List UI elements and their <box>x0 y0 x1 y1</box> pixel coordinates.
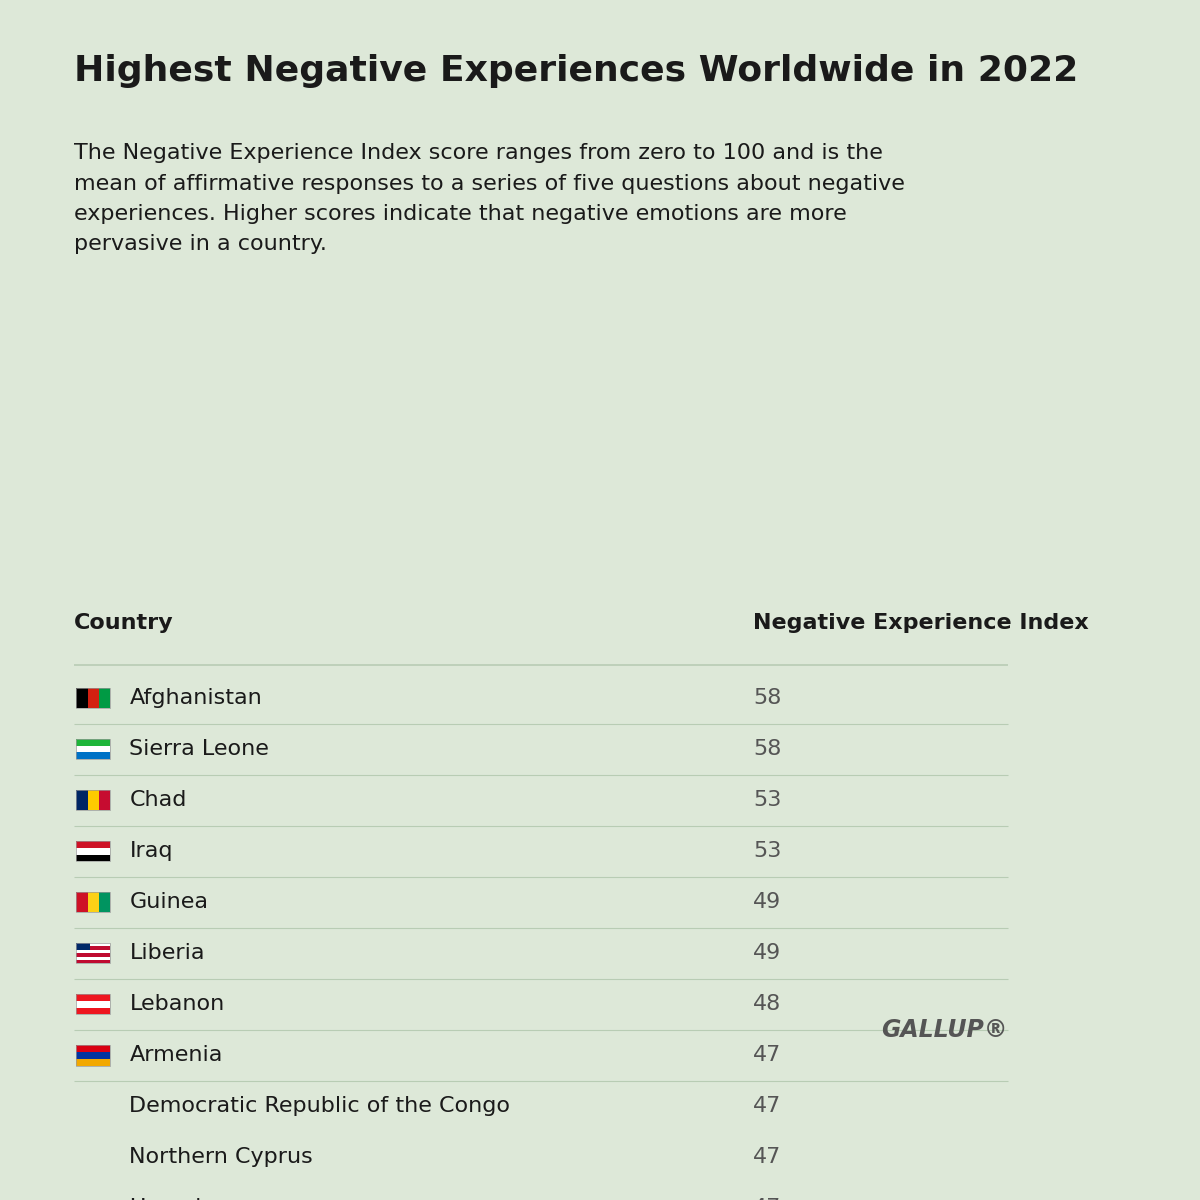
Text: 48: 48 <box>754 994 781 1014</box>
Text: Iraq: Iraq <box>130 841 173 862</box>
Text: Democratic Republic of the Congo: Democratic Republic of the Congo <box>130 1097 510 1116</box>
Bar <box>77 739 110 760</box>
Polygon shape <box>77 1096 91 1109</box>
Bar <box>77 1147 110 1168</box>
Text: 49: 49 <box>754 892 781 912</box>
Text: Chad: Chad <box>130 790 187 810</box>
Bar <box>77 790 110 810</box>
Bar <box>77 847 110 854</box>
Bar <box>77 943 90 949</box>
Bar <box>77 1096 110 1116</box>
Text: 53: 53 <box>754 841 781 862</box>
Bar <box>77 1058 110 1066</box>
Text: Country: Country <box>74 613 174 634</box>
Text: Afghanistan: Afghanistan <box>130 688 262 708</box>
Bar <box>77 943 110 947</box>
Bar <box>77 854 110 862</box>
Bar <box>77 790 88 810</box>
Bar <box>77 994 110 1014</box>
Bar <box>77 1096 110 1116</box>
Text: Lebanon: Lebanon <box>130 994 224 1014</box>
Bar <box>77 841 110 847</box>
Text: Uganda: Uganda <box>130 1199 215 1200</box>
Bar <box>77 956 110 960</box>
Bar <box>77 752 110 760</box>
Text: Northern Cyprus: Northern Cyprus <box>130 1147 313 1168</box>
Bar <box>77 1001 110 1008</box>
Text: Armenia: Armenia <box>130 1045 223 1066</box>
Bar <box>77 745 110 752</box>
Text: 53: 53 <box>754 790 781 810</box>
Bar <box>77 688 110 708</box>
Text: Highest Negative Experiences Worldwide in 2022: Highest Negative Experiences Worldwide i… <box>74 54 1079 89</box>
Bar <box>77 949 110 953</box>
Bar <box>77 1051 110 1058</box>
Bar <box>77 1008 110 1014</box>
Bar <box>77 994 110 1001</box>
Text: 47: 47 <box>754 1097 781 1116</box>
Bar <box>77 1045 110 1051</box>
Text: 49: 49 <box>754 943 781 964</box>
Bar <box>77 892 88 912</box>
Bar <box>86 1154 100 1162</box>
Text: The Negative Experience Index score ranges from zero to 100 and is the
mean of a: The Negative Experience Index score rang… <box>74 143 905 254</box>
Text: 47: 47 <box>754 1199 781 1200</box>
Bar <box>98 688 110 708</box>
Bar <box>88 892 98 912</box>
Bar <box>77 841 110 862</box>
Bar <box>77 1147 110 1168</box>
Text: 47: 47 <box>754 1045 781 1066</box>
Text: Liberia: Liberia <box>130 943 205 964</box>
Bar <box>77 688 88 708</box>
Bar <box>98 790 110 810</box>
Bar <box>88 688 98 708</box>
Text: Guinea: Guinea <box>130 892 209 912</box>
Bar <box>77 892 110 912</box>
Bar <box>77 943 110 964</box>
Bar <box>77 1198 110 1200</box>
Bar <box>77 1198 110 1200</box>
Bar <box>77 1096 110 1099</box>
Bar <box>77 1114 110 1116</box>
Bar <box>98 892 110 912</box>
Polygon shape <box>95 1104 110 1116</box>
Bar <box>77 943 110 964</box>
Text: Negative Experience Index: Negative Experience Index <box>754 613 1088 634</box>
Text: 58: 58 <box>754 688 781 708</box>
Text: GALLUP®: GALLUP® <box>881 1018 1008 1042</box>
Bar <box>77 739 110 745</box>
Text: 47: 47 <box>754 1147 781 1168</box>
Bar <box>88 790 98 810</box>
Text: Sierra Leone: Sierra Leone <box>130 739 269 760</box>
Bar <box>77 1045 110 1066</box>
Text: 58: 58 <box>754 739 781 760</box>
